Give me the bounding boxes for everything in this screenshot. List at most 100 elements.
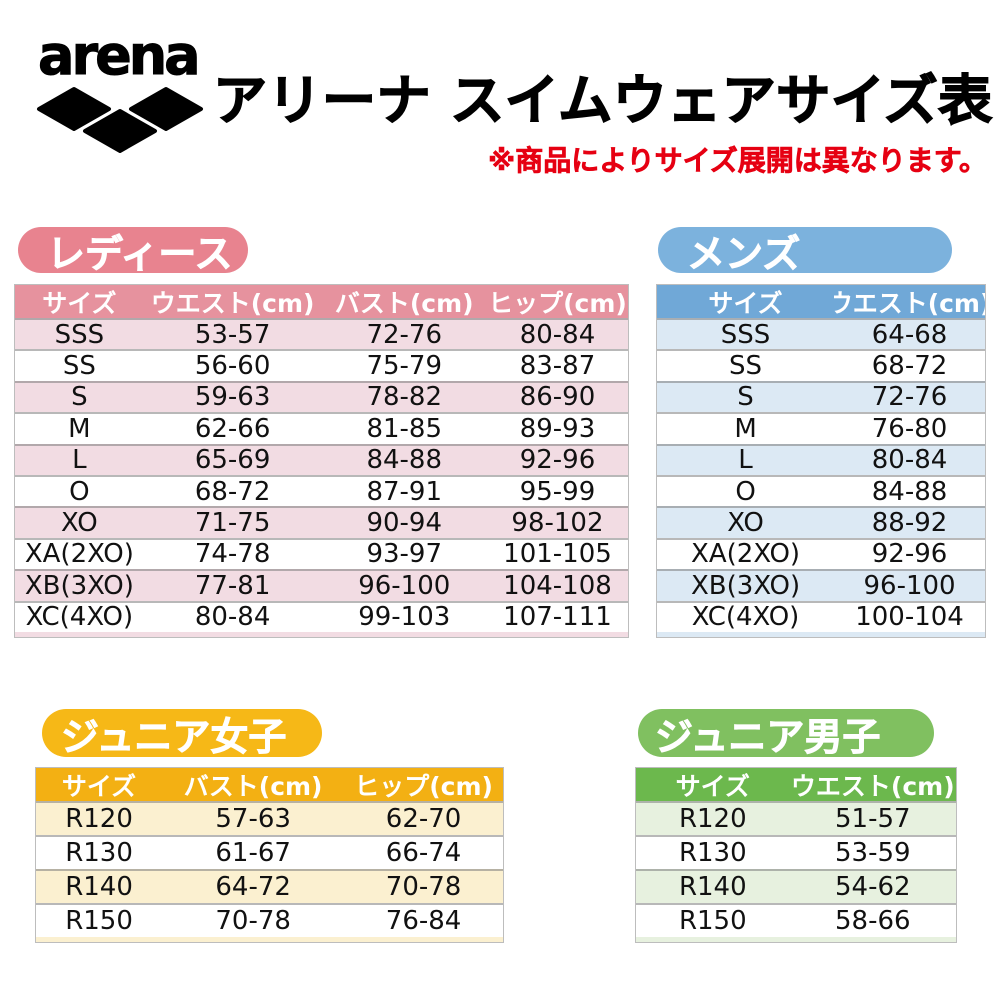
measure-cell: 51-57	[835, 804, 911, 834]
table-row: M 76-80	[657, 412, 985, 444]
arena-logo-icon	[37, 87, 203, 153]
measure-cell: 81-85	[366, 414, 443, 444]
column-header: バスト(cm)	[334, 288, 474, 318]
table-row: S 59-63 78-82 86-90	[15, 380, 628, 413]
page-title: アリーナ スイムウェアサイズ表	[212, 68, 993, 132]
column-header: サイズ	[42, 288, 117, 318]
junior-girls-size-table: サイズ バスト(cm) ヒップ(cm) R120 57-63 62-70 R130 61-67…	[35, 767, 504, 943]
size-cell: R150	[65, 906, 133, 936]
measure-cell: 56-60	[194, 351, 271, 381]
column-header: ウエスト(cm)	[790, 771, 955, 801]
column-header: ヒップ(cm)	[488, 288, 627, 318]
table-row: L 65-69 84-88 92-96	[15, 443, 628, 475]
measure-cell: 84-88	[871, 476, 948, 507]
measure-cell: 104-108	[503, 571, 612, 601]
measure-cell: 68-72	[871, 351, 948, 381]
table-row: O 84-88	[657, 474, 985, 507]
measure-cell: 99-103	[358, 602, 451, 632]
measure-cell: 74-78	[194, 539, 271, 570]
table-row: R150 58-66	[636, 903, 956, 937]
size-cell: XB(3XO)	[691, 571, 801, 601]
measure-cell: 53-59	[835, 838, 911, 868]
column-header: ヒップ(cm)	[354, 771, 493, 801]
measure-cell: 92-96	[519, 445, 596, 475]
measure-cell: 80-84	[519, 320, 596, 350]
size-cell: R140	[65, 872, 133, 902]
size-cell: M	[68, 414, 91, 444]
size-cell: O	[69, 476, 90, 507]
ladies-size-table: サイズ ウエスト(cm) バスト(cm) ヒップ(cm) SSS 53-57 72-76 80…	[14, 284, 629, 638]
measure-cell: 72-76	[871, 382, 948, 413]
measure-cell: 64-72	[215, 872, 291, 902]
column-header: ウエスト(cm)	[150, 288, 315, 318]
column-header: サイズ	[708, 288, 783, 318]
measure-cell: 59-63	[194, 382, 271, 413]
table-row: R120 57-63 62-70	[36, 801, 503, 835]
size-cell: XB(3XO)	[24, 571, 134, 601]
mens-badge: メンズ	[658, 227, 952, 276]
size-cell: R120	[678, 804, 747, 834]
size-cell: SSS	[54, 320, 105, 350]
measure-cell: 98-102	[511, 508, 604, 538]
table-bottom-strip	[657, 631, 985, 637]
measure-cell: 76-84	[385, 906, 462, 936]
measure-cell: 76-80	[871, 414, 948, 444]
table-row: S 72-76	[657, 380, 985, 413]
size-cell: XO	[61, 508, 98, 538]
table-row: R140 54-62	[636, 869, 956, 903]
measure-cell: 96-100	[863, 571, 956, 601]
size-note: ※商品によりサイズ展開は異なります。	[487, 144, 988, 178]
measure-cell: 107-111	[503, 602, 612, 632]
table-row: R150 70-78 76-84	[36, 903, 503, 937]
table-row: R120 51-57	[636, 801, 956, 835]
table-row: SSS 53-57 72-76 80-84	[15, 318, 628, 350]
table-bottom-strip	[36, 937, 503, 942]
measure-cell: 86-90	[519, 382, 596, 413]
table-row: SSS 64-68	[657, 318, 985, 350]
size-cell: XA(2XO)	[24, 539, 134, 570]
measure-cell: 72-76	[366, 320, 443, 350]
measure-cell: 70-78	[385, 872, 462, 902]
table-row: XB(3XO) 96-100	[657, 569, 985, 601]
measure-cell: 87-91	[366, 476, 443, 507]
measure-cell: 64-68	[871, 320, 948, 350]
measure-cell: 71-75	[194, 508, 271, 538]
table-row: R130 61-67 66-74	[36, 835, 503, 869]
measure-cell: 88-92	[871, 508, 948, 538]
ladies-badge: レディース	[18, 227, 248, 276]
girls-header-row: サイズ バスト(cm) ヒップ(cm)	[36, 768, 503, 801]
measure-cell: 61-67	[215, 838, 291, 868]
table-row: M 62-66 81-85 89-93	[15, 412, 628, 444]
measure-cell: 70-78	[215, 906, 291, 936]
measure-cell: 90-94	[366, 508, 443, 538]
size-cell: O	[735, 476, 756, 507]
table-row: R140 64-72 70-78	[36, 869, 503, 903]
column-header: サイズ	[675, 771, 750, 801]
column-header: サイズ	[61, 771, 137, 801]
size-cell: XC(4XO)	[25, 602, 134, 632]
measure-cell: 92-96	[871, 539, 948, 570]
size-cell: XA(2XO)	[691, 539, 801, 570]
measure-cell: 80-84	[194, 602, 271, 632]
measure-cell: 54-62	[835, 872, 911, 902]
measure-cell: 62-70	[385, 804, 462, 834]
measure-cell: 95-99	[519, 476, 596, 507]
measure-cell: 75-79	[366, 351, 443, 381]
measure-cell: 84-88	[366, 445, 443, 475]
measure-cell: 65-69	[194, 445, 271, 475]
table-row: L 80-84	[657, 443, 985, 475]
column-header: ウエスト(cm)	[834, 288, 985, 318]
measure-cell: 83-87	[519, 351, 596, 381]
table-row: XO 71-75 90-94 98-102	[15, 506, 628, 538]
size-cell: R150	[678, 906, 747, 936]
measure-cell: 89-93	[519, 414, 596, 444]
table-row: R130 53-59	[636, 835, 956, 869]
measure-cell: 80-84	[871, 445, 948, 475]
table-bottom-strip	[636, 937, 956, 942]
mens-header-row: サイズ ウエスト(cm)	[657, 285, 985, 318]
table-row: XB(3XO) 77-81 96-100 104-108	[15, 569, 628, 601]
table-bottom-strip	[15, 631, 628, 637]
table-row: XO 88-92	[657, 506, 985, 538]
measure-cell: 68-72	[194, 476, 271, 507]
